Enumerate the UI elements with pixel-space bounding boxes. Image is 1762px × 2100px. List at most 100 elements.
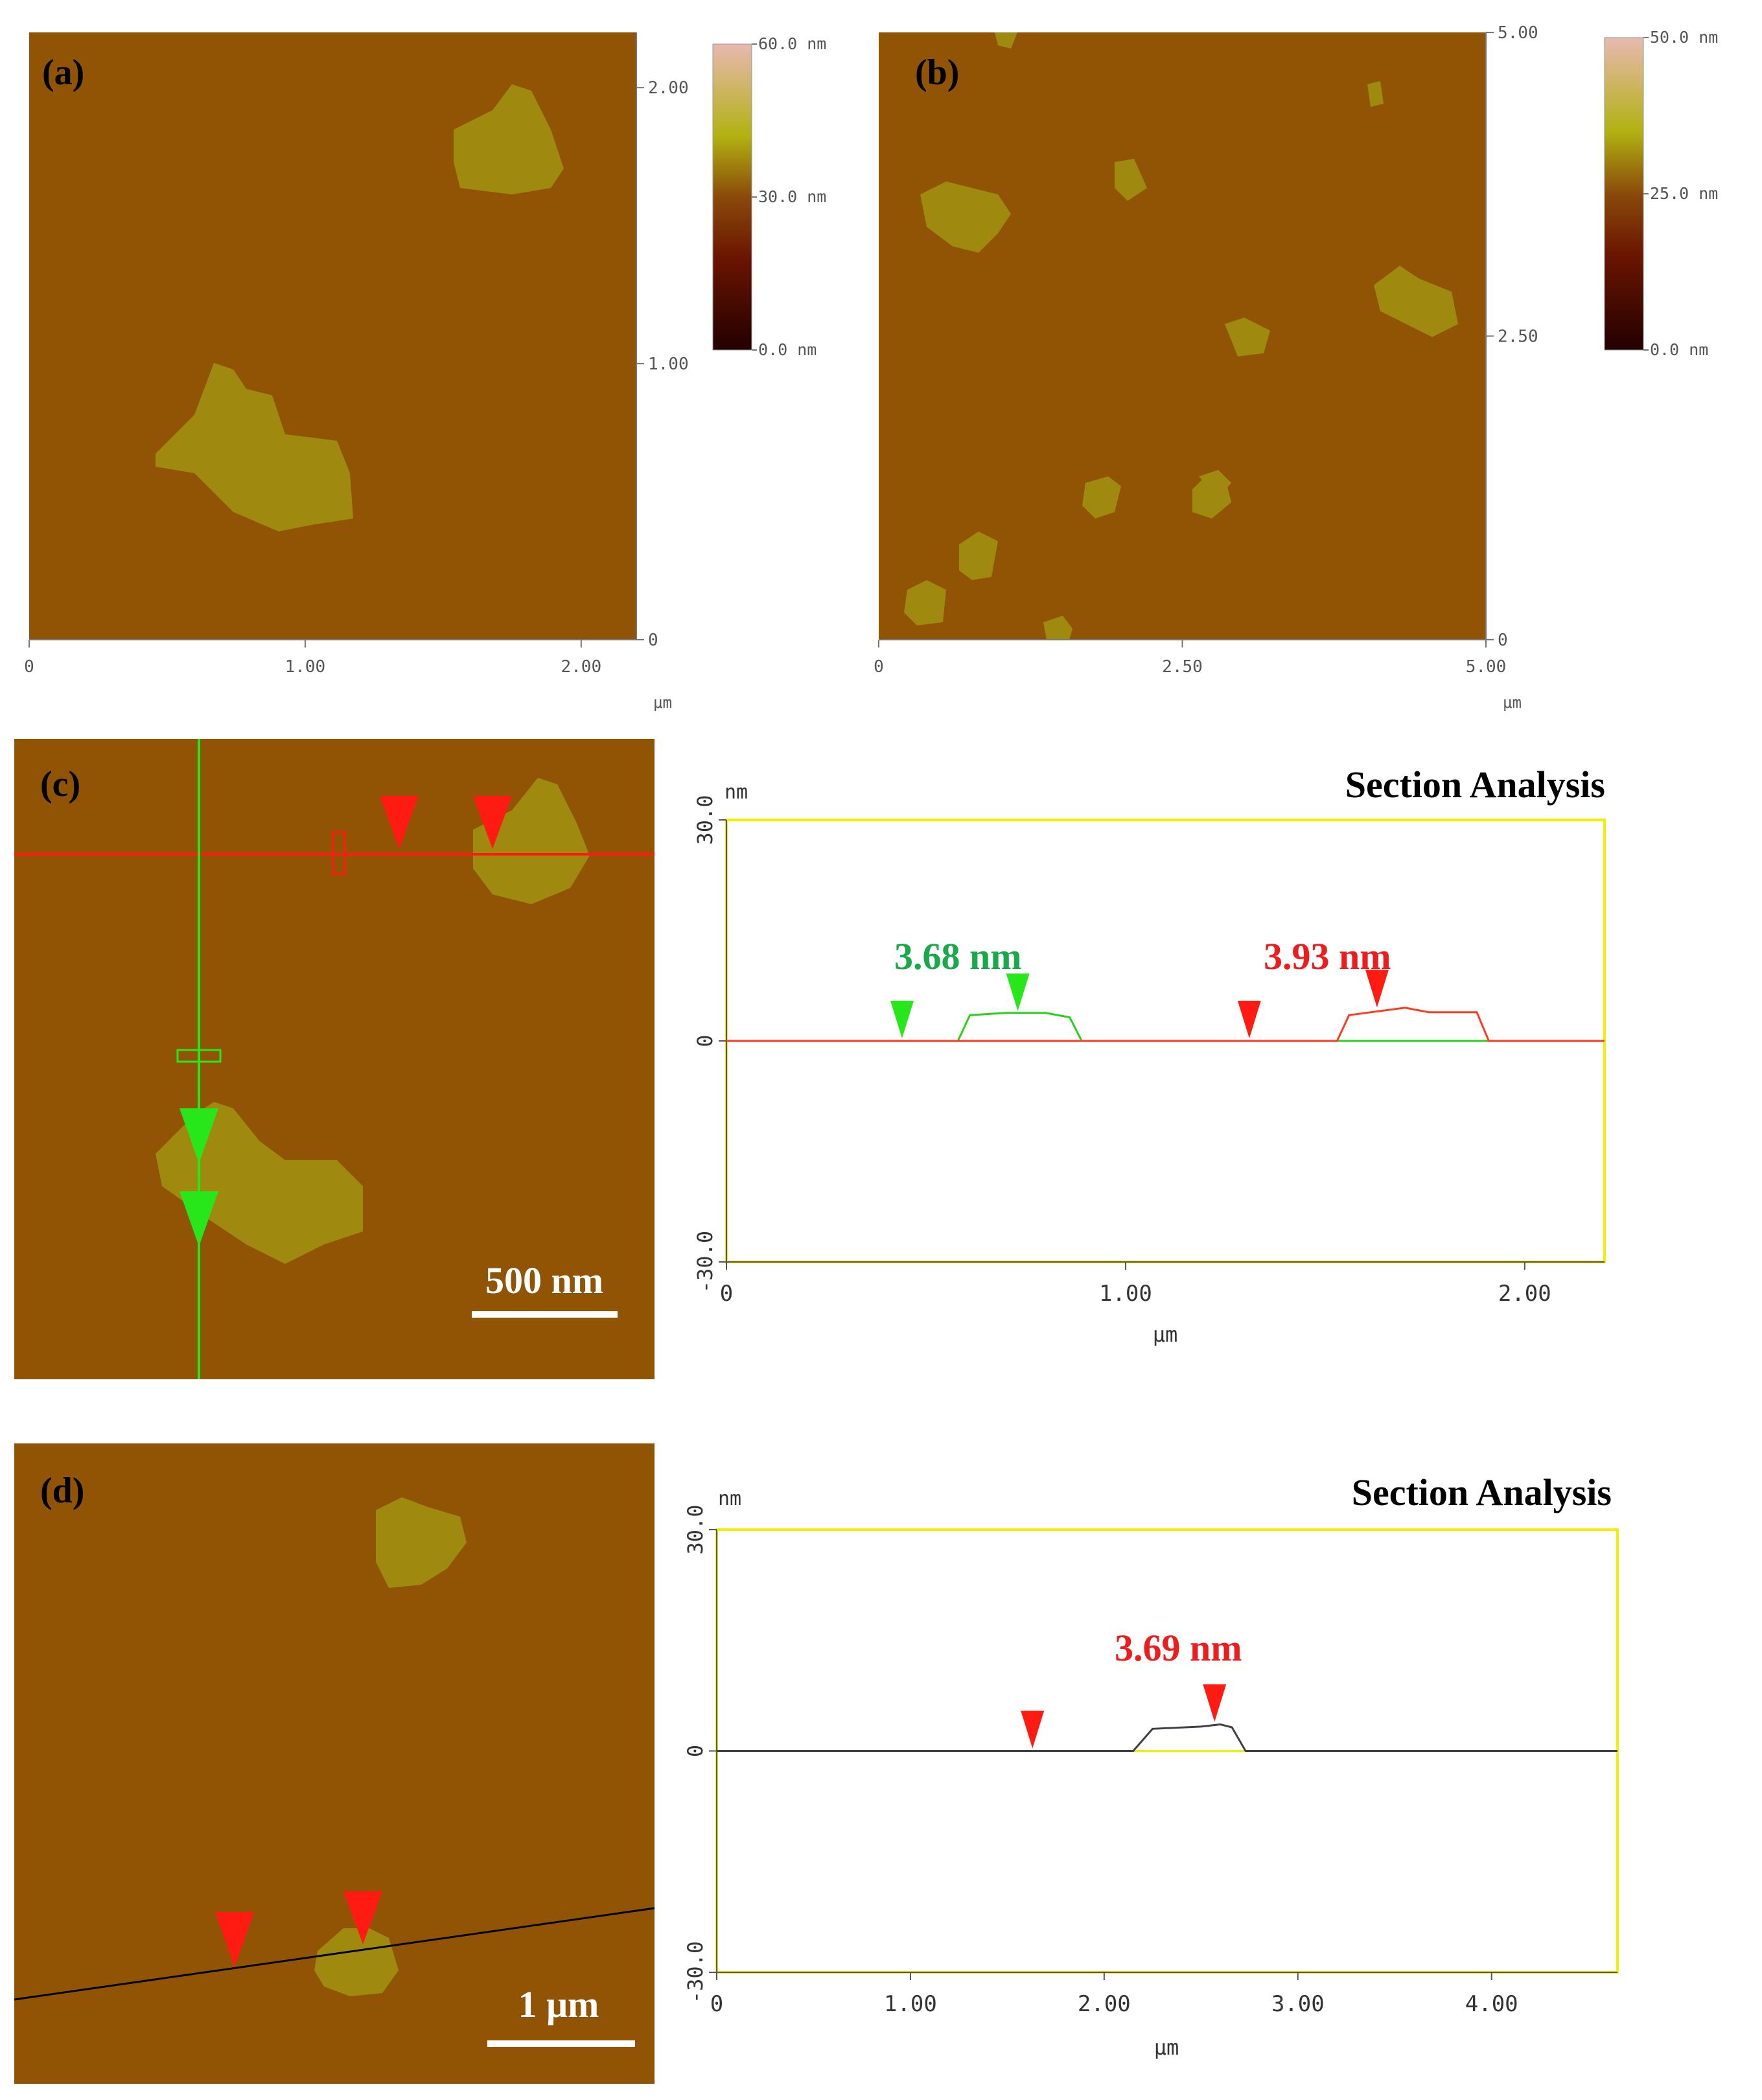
colorbar-b: 0.0 nm 25.0 nm 50.0 nm <box>1604 28 1718 359</box>
y-tick-label: 5.00 <box>1498 23 1538 43</box>
x-tick-label: 0 <box>710 1991 723 2017</box>
flake <box>959 531 998 580</box>
panel-label-b: (b) <box>915 52 959 93</box>
x-tick-label: 1.00 <box>285 657 326 677</box>
y-tick-label: 1.00 <box>648 355 689 374</box>
x-tick-label: 4.00 <box>1465 1991 1518 2017</box>
panel-label-d: (d) <box>40 1471 84 1511</box>
colorbar-a: 0.0 nm 30.0 nm 60.0 nm <box>712 34 826 359</box>
red-marker-triangle <box>215 1912 254 1967</box>
profile-line-red <box>726 1007 1605 1042</box>
flake <box>1043 616 1072 640</box>
colorbar-tick-label: 30.0 nm <box>758 187 826 206</box>
section-title-c: Section Analysis <box>1345 764 1605 806</box>
step-height-label-green: 3.68 nm <box>894 935 1022 977</box>
y-tick-label: 2.50 <box>1498 327 1538 347</box>
flake <box>1115 159 1147 201</box>
x-unit-c: μm <box>1153 1322 1178 1347</box>
scalebar-label-d: 1 μm <box>518 1983 599 2025</box>
axes-a: 0 1.00 2.00 0 1.00 2.00 μm <box>24 32 689 712</box>
profile-marker-red <box>1237 1001 1261 1038</box>
profile-marker-red <box>1365 970 1389 1008</box>
panel-label-a: (a) <box>42 52 84 93</box>
section-title-d: Section Analysis <box>1352 1471 1612 1513</box>
scalebar-label-c: 500 nm <box>485 1259 603 1301</box>
y-tick-label: -30.0 <box>683 1941 708 2003</box>
plot-c-content: 30.00-30.00 1.00 2.003.68 nm 3.93 nm <box>693 795 1605 1307</box>
y-tick-label: 0 <box>683 1745 708 1757</box>
x-tick-label: 0 <box>720 1281 733 1307</box>
scalebar-c <box>472 1311 618 1318</box>
profile-line-black <box>717 1723 1617 1752</box>
x-unit-d: μm <box>1154 2035 1179 2060</box>
colorbar-tick-label: 50.0 nm <box>1650 28 1718 47</box>
y-tick-label: 30.0 <box>683 1504 708 1554</box>
colorbar-ticks-b: 0.0 nm 25.0 nm 50.0 nm <box>1643 28 1718 359</box>
colorbar-tick-label: 60.0 nm <box>758 34 826 53</box>
panel-c-image: (c) 500 nm <box>14 739 655 1379</box>
green-marker-triangle <box>180 1191 218 1246</box>
flake <box>156 363 353 531</box>
x-tick-label: 3.00 <box>1271 1991 1325 2017</box>
red-marker-triangle <box>473 796 512 849</box>
flake <box>314 1928 399 1996</box>
flake <box>904 580 946 625</box>
x-tick-label: 0 <box>874 657 884 677</box>
x-tick-label: 1.00 <box>884 1991 937 2017</box>
y-tick-label: 0 <box>1498 631 1508 650</box>
flake <box>473 778 590 904</box>
panel-a: (a) 0 1.00 2.00 0 1.00 2.00 μm <box>24 32 826 712</box>
profile-marker-green <box>890 1001 914 1038</box>
y-tick-label: -30.0 <box>693 1231 717 1293</box>
y-tick-label: 0 <box>693 1034 717 1047</box>
profile-marker-red <box>1203 1684 1227 1722</box>
colorbar-ticks-a: 0.0 nm 30.0 nm 60.0 nm <box>752 34 826 359</box>
colorbar-tick-label: 0.0 nm <box>758 340 817 359</box>
flake <box>1367 81 1384 107</box>
colorbar-tick-label: 25.0 nm <box>1650 184 1718 203</box>
flake <box>920 181 1011 253</box>
colorbar-tick-label: 0.0 nm <box>1650 340 1708 359</box>
flake <box>454 84 564 194</box>
y-unit-c: nm <box>725 781 748 804</box>
flake <box>995 32 1017 49</box>
red-marker-triangle <box>380 796 419 849</box>
plot-d-content: 30.00-30.00 1.00 2.00 3.00 4.003.69 nm <box>683 1504 1617 2017</box>
step-height-label-red: 3.69 nm <box>1115 1627 1242 1669</box>
profile-marker-red <box>1021 1710 1045 1749</box>
y-unit-d: nm <box>718 1488 741 1510</box>
black-section-line <box>14 1907 655 2001</box>
green-marker-triangle <box>180 1108 218 1163</box>
scalebar-d <box>487 2040 635 2047</box>
y-tick-label: 2.00 <box>648 78 689 98</box>
x-tick-label: 2.00 <box>1498 1281 1551 1307</box>
flake <box>1082 476 1121 519</box>
panel-d-image: (d) 1 μm <box>14 1443 655 2084</box>
step-height-label-red: 3.93 nm <box>1264 935 1391 977</box>
x-tick-label: 5.00 <box>1466 657 1507 677</box>
panel-b: (b) 0 2.50 5.00 0 2.50 5.00 μm 0.0 nm 25.0 nm 50… <box>874 23 1718 712</box>
x-unit-label: μm <box>1503 694 1522 712</box>
green-cursor-box <box>176 1049 222 1063</box>
colorbar-gradient-a <box>712 43 752 351</box>
flake <box>1225 318 1270 356</box>
panel-c-plot: Section Analysis nm μm 30.00-30.00 1.00 2.… <box>693 764 1606 1347</box>
x-tick-label: 2.00 <box>1078 1991 1131 2017</box>
panel-label-c: (c) <box>40 764 80 804</box>
x-tick-label: 2.00 <box>561 657 602 677</box>
x-tick-label: 1.00 <box>1099 1281 1152 1307</box>
colorbar-gradient-b <box>1604 37 1644 351</box>
profile-line-green <box>726 1012 1605 1042</box>
flake <box>156 1102 363 1264</box>
x-tick-label: 0 <box>24 657 34 677</box>
y-tick-label: 30.0 <box>693 795 717 845</box>
axes-b: 0 2.50 5.00 0 2.50 5.00 μm <box>874 23 1538 712</box>
x-unit-label: μm <box>653 694 672 712</box>
flake <box>1374 266 1458 337</box>
red-cursor-box <box>332 831 346 875</box>
y-tick-label: 0 <box>648 631 658 650</box>
panel-d-plot: Section Analysis nm μm 30.00-30.00 1.00 2.… <box>683 1471 1619 2060</box>
flake <box>1199 470 1231 499</box>
